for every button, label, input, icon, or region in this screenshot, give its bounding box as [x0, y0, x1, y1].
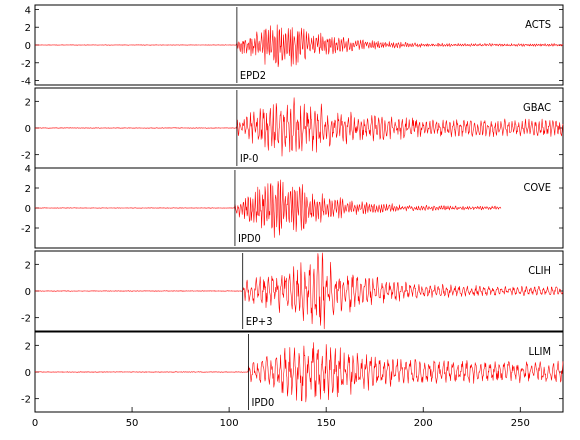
y-tick-label: 2 [25, 260, 31, 271]
y-tick-label: 2 [25, 184, 31, 195]
phase-label: EPD2 [240, 69, 266, 82]
y-tick-label: -2 [21, 224, 31, 235]
x-tick-label: 100 [220, 418, 239, 429]
waveform-trace-gbac [34, 97, 564, 157]
phase-label: IPD0 [252, 396, 275, 409]
station-label: ACTS [525, 18, 551, 31]
phase-label: IPD0 [238, 232, 261, 245]
waveform-trace-clih [35, 252, 564, 330]
y-tick-label: 2 [25, 341, 31, 352]
x-tick-label: 200 [414, 418, 433, 429]
y-tick-label: 0 [25, 41, 31, 52]
waveform-trace-llim [34, 342, 564, 403]
station-label: LLIM [529, 345, 551, 358]
waveform-trace-acts [34, 24, 564, 68]
y-tick-label: 4 [25, 164, 31, 175]
y-tick-label: 2 [25, 97, 31, 108]
y-tick-label: -2 [21, 395, 31, 406]
station-label: COVE [523, 181, 551, 194]
y-tick-label: 0 [25, 287, 31, 298]
y-tick-label: -2 [21, 314, 31, 325]
station-label: CLIH [528, 264, 551, 277]
y-tick-label: 4 [25, 5, 31, 16]
y-tick-label: -2 [21, 59, 31, 70]
y-tick-label: -4 [21, 77, 31, 88]
phase-label: EP+3 [246, 315, 273, 328]
phase-label: IP-0 [240, 152, 259, 165]
y-tick-label: -2 [21, 151, 31, 162]
station-label: GBAC [523, 101, 551, 114]
x-tick-label: 50 [126, 418, 139, 429]
x-tick-label: 0 [32, 418, 38, 429]
waveform-trace-cove [34, 179, 502, 238]
x-tick-label: 250 [511, 418, 530, 429]
x-tick-label: 150 [317, 418, 336, 429]
y-tick-label: 0 [25, 204, 31, 215]
y-tick-label: 2 [25, 23, 31, 34]
y-tick-label: 0 [25, 124, 31, 135]
y-tick-label: 0 [25, 368, 31, 379]
